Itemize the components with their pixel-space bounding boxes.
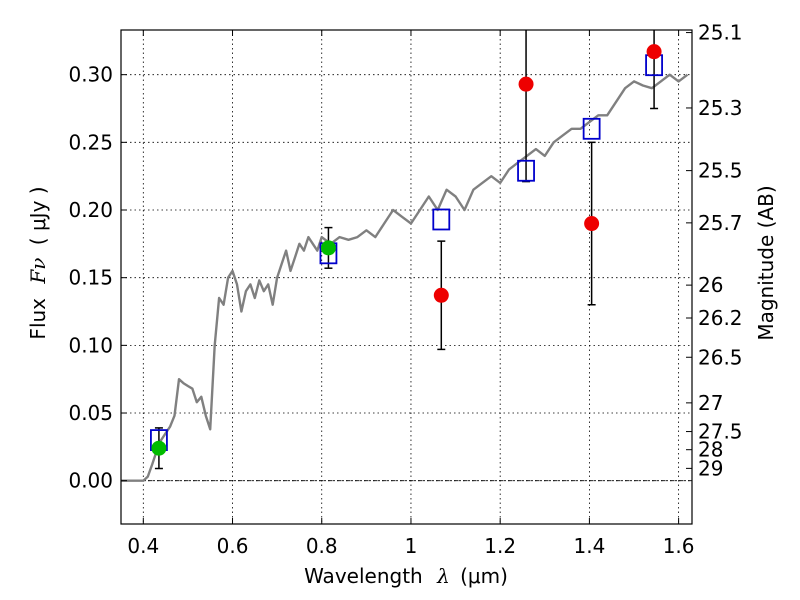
y-axis-label-unit: ( μJy ) <box>26 186 50 245</box>
y-axis-label-symbol: Fν <box>26 258 50 285</box>
magnitude-tick-label: 27 <box>698 391 723 415</box>
spectrum-line <box>121 73 689 482</box>
model-square-point <box>582 117 601 140</box>
magnitude-axis-label: Magnitude (AB) <box>754 185 778 340</box>
magnitude-tick-label: 26.2 <box>698 306 743 330</box>
grid-lines <box>121 30 692 524</box>
y-axis-label-prefix: Flux <box>26 298 50 340</box>
y-tick-label: 0.20 <box>68 198 113 222</box>
magnitude-tick-label: 26 <box>698 273 723 297</box>
x-tick-label: 1.4 <box>573 534 605 558</box>
green-observed-point <box>320 240 336 256</box>
magnitude-tick-label: 25.5 <box>698 159 743 183</box>
x-tick-label: 1.2 <box>484 534 516 558</box>
y-tick-label: 0.00 <box>68 469 113 493</box>
red-observed-point <box>584 216 600 232</box>
plot-frame <box>120 29 693 525</box>
red-observed-point <box>433 287 449 303</box>
model-photometry-squares <box>150 54 663 451</box>
y-tick-label: 0.25 <box>68 130 113 154</box>
x-axis-label-unit: (μm) <box>460 564 508 588</box>
y-axis-ticks: 0.00 0.05 0.10 0.15 0.20 0.25 0.30 <box>68 63 127 493</box>
y-tick-label: 0.10 <box>68 333 113 357</box>
red-observed-point <box>518 76 534 92</box>
magnitude-tick-label: 27.5 <box>698 420 743 444</box>
x-axis-ticks: 0.4 0.6 0.8 1 1.2 1.4 1.6 <box>127 30 695 558</box>
magnitude-tick-label: 26.5 <box>698 345 743 369</box>
x-tick-label: 0.6 <box>217 534 249 558</box>
model-square-point <box>432 208 451 231</box>
magnitude-tick-label: 28 <box>698 438 723 462</box>
y-axis-label: Flux Fν ( μJy ) <box>26 186 50 339</box>
x-tick-label: 1.6 <box>663 534 695 558</box>
y-tick-label: 0.05 <box>68 401 113 425</box>
magnitude-tick-label: 29 <box>698 456 723 480</box>
magnitude-tick-label: 25.3 <box>698 96 743 120</box>
red-observed-point <box>646 44 662 60</box>
magnitude-tick-label: 25.7 <box>698 211 743 235</box>
observed-photometry-points <box>151 44 662 456</box>
x-tick-label: 1 <box>405 534 418 558</box>
error-bars <box>154 30 659 470</box>
model-spectrum-line <box>121 73 689 482</box>
x-axis-label: Wavelength λ (μm) <box>304 564 508 588</box>
y-tick-label: 0.30 <box>68 63 113 87</box>
green-observed-point <box>151 440 167 456</box>
y-tick-label: 0.15 <box>68 266 113 290</box>
x-axis-label-prefix: Wavelength <box>304 564 423 588</box>
x-tick-label: 0.8 <box>306 534 338 558</box>
model-square-point <box>517 159 535 182</box>
x-tick-label: 0.4 <box>127 534 159 558</box>
magnitude-tick-label: 25.1 <box>698 21 743 45</box>
x-axis-label-symbol: λ <box>436 564 450 588</box>
